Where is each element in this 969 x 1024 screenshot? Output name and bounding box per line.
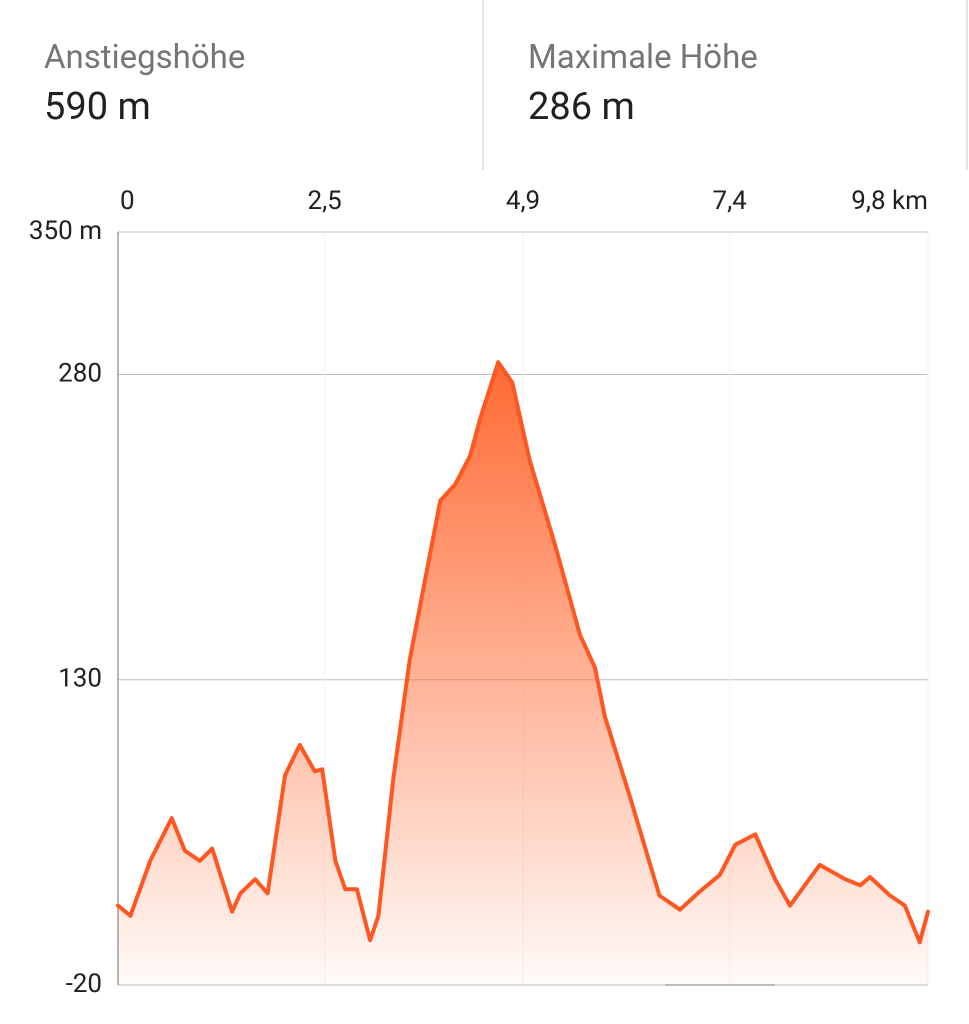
x-tick-label: 2,5 (307, 186, 341, 216)
x-tick-label: 0 (120, 186, 135, 216)
stat-label: Anstiegshöhe (44, 38, 246, 77)
stat: Maximale Höhe 286 m (528, 38, 758, 132)
x-tick-label: 7,4 (712, 186, 747, 216)
divider (482, 0, 484, 170)
elevation-chart: 350 m 280 130 -20 0 2,5 4,9 7,4 9,8 km (29, 186, 930, 999)
y-tick-label: 130 (58, 664, 102, 694)
stat-value: 286 m (528, 85, 635, 129)
area-fill (118, 362, 928, 985)
stat-value: 590 m (44, 85, 151, 129)
stat-label: Maximale Höhe (528, 38, 758, 77)
y-tick-label: -20 (66, 969, 102, 999)
divider (966, 0, 968, 170)
elevation-line (116, 360, 930, 945)
x-tick-label: 9,8 km (851, 186, 928, 216)
y-tick-label: 350 m (29, 216, 102, 246)
y-tick-label: 280 (58, 358, 102, 388)
stats-panel: Anstiegshöhe 590 m Maximale Höhe 286 m (0, 0, 969, 170)
x-tick-label: 4,9 (506, 186, 540, 216)
stat: Anstiegshöhe 590 m (44, 38, 245, 132)
